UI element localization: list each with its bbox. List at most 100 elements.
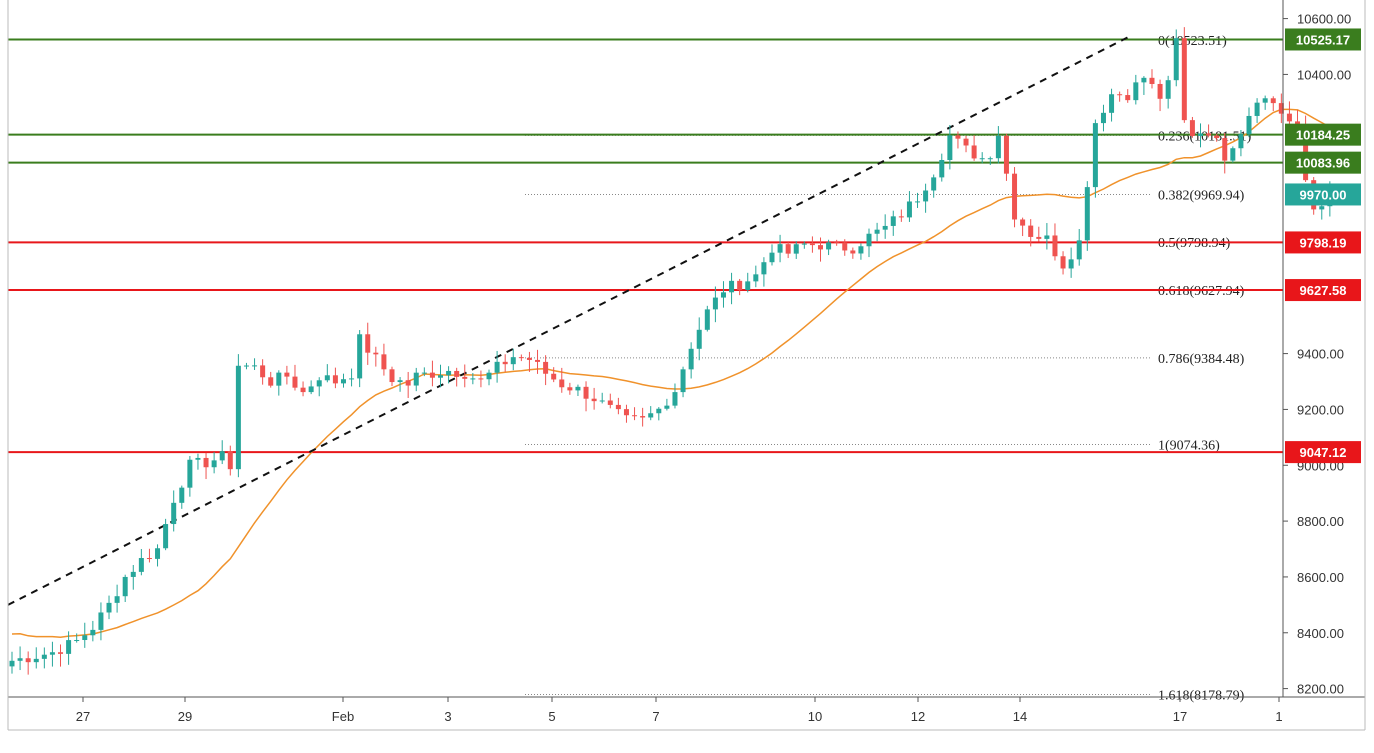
fib-label-3: 0.5(9798.94) xyxy=(1158,236,1231,251)
trendline xyxy=(7,34,1133,606)
candle-body xyxy=(332,375,338,384)
candle-body xyxy=(446,370,452,376)
candle-body xyxy=(1246,115,1252,135)
candle-body xyxy=(138,558,144,572)
candle-body xyxy=(357,334,363,379)
fib-label-2: 0.382(9969.94) xyxy=(1158,188,1245,203)
x-tick-label-7: 12 xyxy=(911,709,925,724)
candle-body xyxy=(995,135,1001,159)
candle-body xyxy=(171,502,177,525)
candle-body xyxy=(381,354,387,370)
candle-body xyxy=(243,365,249,367)
candle-body xyxy=(543,361,549,374)
candle-body xyxy=(308,386,314,393)
candle-body xyxy=(49,652,55,655)
level-tag-4-box xyxy=(1285,279,1361,302)
candle-body xyxy=(1084,187,1090,241)
candle-body xyxy=(777,244,783,253)
x-tick-label-6: 10 xyxy=(808,709,822,724)
candle-body xyxy=(1319,206,1325,210)
candle-body xyxy=(720,292,726,298)
candle-body xyxy=(518,357,524,359)
candle-body xyxy=(979,158,985,160)
candle-body xyxy=(1003,135,1009,174)
y-tick-label-3: 9200.00 xyxy=(1297,402,1344,417)
candle-body xyxy=(1197,133,1203,136)
candle-body xyxy=(429,372,435,378)
fib-label-4: 0.618(9627.94) xyxy=(1158,284,1245,299)
current-price-tag-label: 9970.00 xyxy=(1300,187,1347,202)
candle-body xyxy=(1036,236,1042,239)
candle-body xyxy=(1092,123,1098,188)
candle-body xyxy=(268,377,274,386)
fib-label-7: 1.618(8178.79) xyxy=(1158,689,1245,704)
x-tick-label-2: Feb xyxy=(332,709,354,724)
candle-body xyxy=(454,370,460,377)
candle-body xyxy=(712,297,718,310)
candle-body xyxy=(292,376,298,388)
candle-body xyxy=(397,380,403,383)
candle-body xyxy=(1214,135,1220,139)
candle-body xyxy=(114,596,120,603)
candle-body xyxy=(1109,94,1115,113)
candle-body xyxy=(179,487,185,503)
candle-body xyxy=(1133,82,1139,101)
candles-group xyxy=(9,27,1333,675)
candle-body xyxy=(1173,38,1179,81)
candle-body xyxy=(664,405,670,409)
candle-body xyxy=(1149,77,1155,84)
candle-body xyxy=(696,329,702,349)
candle-body xyxy=(146,558,152,560)
candle-body xyxy=(947,135,953,161)
candle-body xyxy=(1125,95,1131,101)
candle-body xyxy=(66,640,72,654)
level-tag-5-label: 9047.12 xyxy=(1300,445,1347,460)
candle-body xyxy=(389,369,395,383)
candle-body xyxy=(1181,38,1187,121)
candle-body xyxy=(1068,259,1074,269)
candle-body xyxy=(898,216,904,218)
candle-body xyxy=(17,658,23,661)
x-tick-label-0: 27 xyxy=(76,709,90,724)
x-tick-label-9: 17 xyxy=(1173,709,1187,724)
x-tick-label-10: 1 xyxy=(1275,709,1282,724)
x-axis: 27 29 Feb 3 5 7 10 12 14 17 1 xyxy=(76,697,1283,724)
candle-body xyxy=(405,380,411,386)
candle-body xyxy=(551,373,557,380)
level-tag-3-box xyxy=(1285,231,1361,254)
candle-body xyxy=(890,216,896,226)
fib-label-0: 0(10523.51) xyxy=(1158,34,1227,49)
candle-body xyxy=(672,392,678,406)
candle-body xyxy=(421,372,427,374)
candle-body xyxy=(656,408,662,414)
candle-body xyxy=(874,229,880,234)
candle-body xyxy=(1100,112,1106,124)
candle-body xyxy=(365,334,371,353)
candle-body xyxy=(1270,98,1276,104)
candle-body xyxy=(1238,134,1244,149)
candle-body xyxy=(583,386,589,399)
candle-body xyxy=(526,357,532,360)
candle-body xyxy=(90,629,96,636)
candle-body xyxy=(1020,219,1026,226)
candle-body xyxy=(963,138,969,146)
level-tag-5-box xyxy=(1285,441,1361,464)
candle-body xyxy=(1222,138,1228,161)
candle-body xyxy=(931,177,937,191)
trendline-group xyxy=(7,34,1133,606)
candle-body xyxy=(575,386,581,391)
candle-body xyxy=(955,135,961,139)
candle-body xyxy=(915,201,921,203)
y-tick-label-5: 8800.00 xyxy=(1297,514,1344,529)
candle-body xyxy=(793,244,799,254)
candle-body xyxy=(971,145,977,159)
candle-body xyxy=(413,372,419,386)
level-tag-2-box xyxy=(1285,151,1361,174)
candle-body xyxy=(1044,235,1050,239)
candle-body xyxy=(535,359,541,362)
current-price-tag-box xyxy=(1285,183,1361,206)
fib-label-6: 1(9074.36) xyxy=(1158,439,1220,454)
